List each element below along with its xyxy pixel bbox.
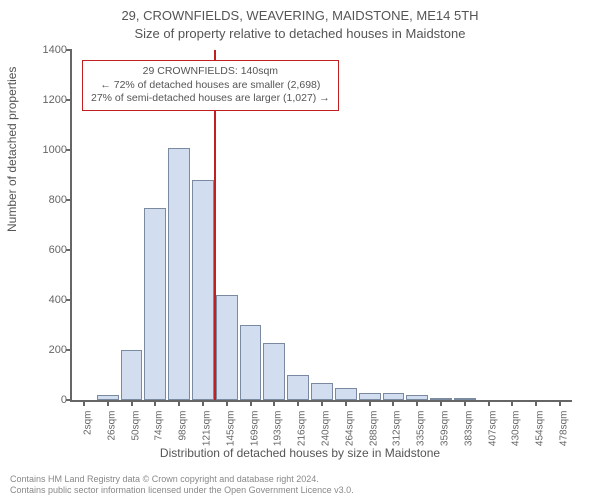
- bar: [287, 375, 309, 400]
- ytick-mark: [66, 299, 72, 301]
- bar: [335, 388, 357, 401]
- xtick-label: 478sqm: [559, 411, 570, 447]
- bar: [144, 208, 166, 401]
- xtick-mark: [154, 400, 156, 406]
- xtick-mark: [226, 400, 228, 406]
- xtick-label: 312sqm: [392, 411, 403, 447]
- xtick-mark: [511, 400, 513, 406]
- ytick-label: 0: [27, 394, 67, 406]
- ytick-mark: [66, 99, 72, 101]
- xtick-mark: [392, 400, 394, 406]
- xtick-mark: [107, 400, 109, 406]
- info-line1: 29 CROWNFIELDS: 140sqm: [91, 65, 330, 79]
- bar: [263, 343, 285, 401]
- xtick-label: 288sqm: [368, 411, 379, 447]
- footer-line2: Contains public sector information licen…: [10, 485, 354, 496]
- ytick-mark: [66, 349, 72, 351]
- xtick-mark: [297, 400, 299, 406]
- xtick-mark: [416, 400, 418, 406]
- ytick-mark: [66, 149, 72, 151]
- ytick-mark: [66, 199, 72, 201]
- xtick-mark: [535, 400, 537, 406]
- xtick-label: 121sqm: [201, 411, 212, 447]
- xtick-mark: [250, 400, 252, 406]
- bar: [216, 295, 238, 400]
- ytick-label: 1000: [27, 144, 67, 156]
- ytick-label: 1200: [27, 94, 67, 106]
- ytick-mark: [66, 49, 72, 51]
- xtick-mark: [178, 400, 180, 406]
- footer: Contains HM Land Registry data © Crown c…: [10, 474, 354, 497]
- title-line2: Size of property relative to detached ho…: [0, 23, 600, 41]
- xtick-label: 264sqm: [344, 411, 355, 447]
- xtick-label: 216sqm: [297, 411, 308, 447]
- ytick-label: 200: [27, 344, 67, 356]
- xtick-mark: [559, 400, 561, 406]
- xtick-label: 26sqm: [106, 411, 117, 441]
- xtick-label: 407sqm: [487, 411, 498, 447]
- bar: [311, 383, 333, 401]
- bar: [359, 393, 381, 401]
- xtick-label: 2sqm: [82, 411, 93, 435]
- xtick-mark: [131, 400, 133, 406]
- info-line2: ← 72% of detached houses are smaller (2,…: [91, 79, 330, 93]
- bar: [192, 180, 214, 400]
- xtick-mark: [345, 400, 347, 406]
- xtick-mark: [488, 400, 490, 406]
- xtick-label: 335sqm: [416, 411, 427, 447]
- xtick-label: 454sqm: [535, 411, 546, 447]
- bar: [383, 393, 405, 401]
- xtick-mark: [369, 400, 371, 406]
- xtick-mark: [273, 400, 275, 406]
- ytick-label: 1400: [27, 44, 67, 56]
- bar: [240, 325, 262, 400]
- xtick-label: 359sqm: [440, 411, 451, 447]
- xtick-label: 383sqm: [463, 411, 474, 447]
- xtick-mark: [464, 400, 466, 406]
- xtick-mark: [202, 400, 204, 406]
- y-axis-label: Number of detached properties: [5, 67, 19, 232]
- xtick-mark: [83, 400, 85, 406]
- chart-area: 02004006008001000120014002sqm26sqm50sqm7…: [70, 50, 570, 400]
- footer-line1: Contains HM Land Registry data © Crown c…: [10, 474, 354, 485]
- xtick-label: 145sqm: [225, 411, 236, 447]
- xtick-label: 98sqm: [178, 411, 189, 441]
- ytick-label: 600: [27, 244, 67, 256]
- ytick-label: 400: [27, 294, 67, 306]
- xtick-label: 430sqm: [511, 411, 522, 447]
- xtick-mark: [321, 400, 323, 406]
- ytick-mark: [66, 249, 72, 251]
- bar: [168, 148, 190, 401]
- bar: [121, 350, 143, 400]
- xtick-mark: [440, 400, 442, 406]
- xtick-label: 240sqm: [321, 411, 332, 447]
- xtick-label: 74sqm: [154, 411, 165, 441]
- info-box: 29 CROWNFIELDS: 140sqm ← 72% of detached…: [82, 60, 339, 111]
- xtick-label: 169sqm: [249, 411, 260, 447]
- info-line3: 27% of semi-detached houses are larger (…: [91, 92, 330, 106]
- x-axis-label: Distribution of detached houses by size …: [0, 446, 600, 460]
- xtick-label: 193sqm: [273, 411, 284, 447]
- title-line1: 29, CROWNFIELDS, WEAVERING, MAIDSTONE, M…: [0, 0, 600, 23]
- ytick-label: 800: [27, 194, 67, 206]
- xtick-label: 50sqm: [130, 411, 141, 441]
- ytick-mark: [66, 399, 72, 401]
